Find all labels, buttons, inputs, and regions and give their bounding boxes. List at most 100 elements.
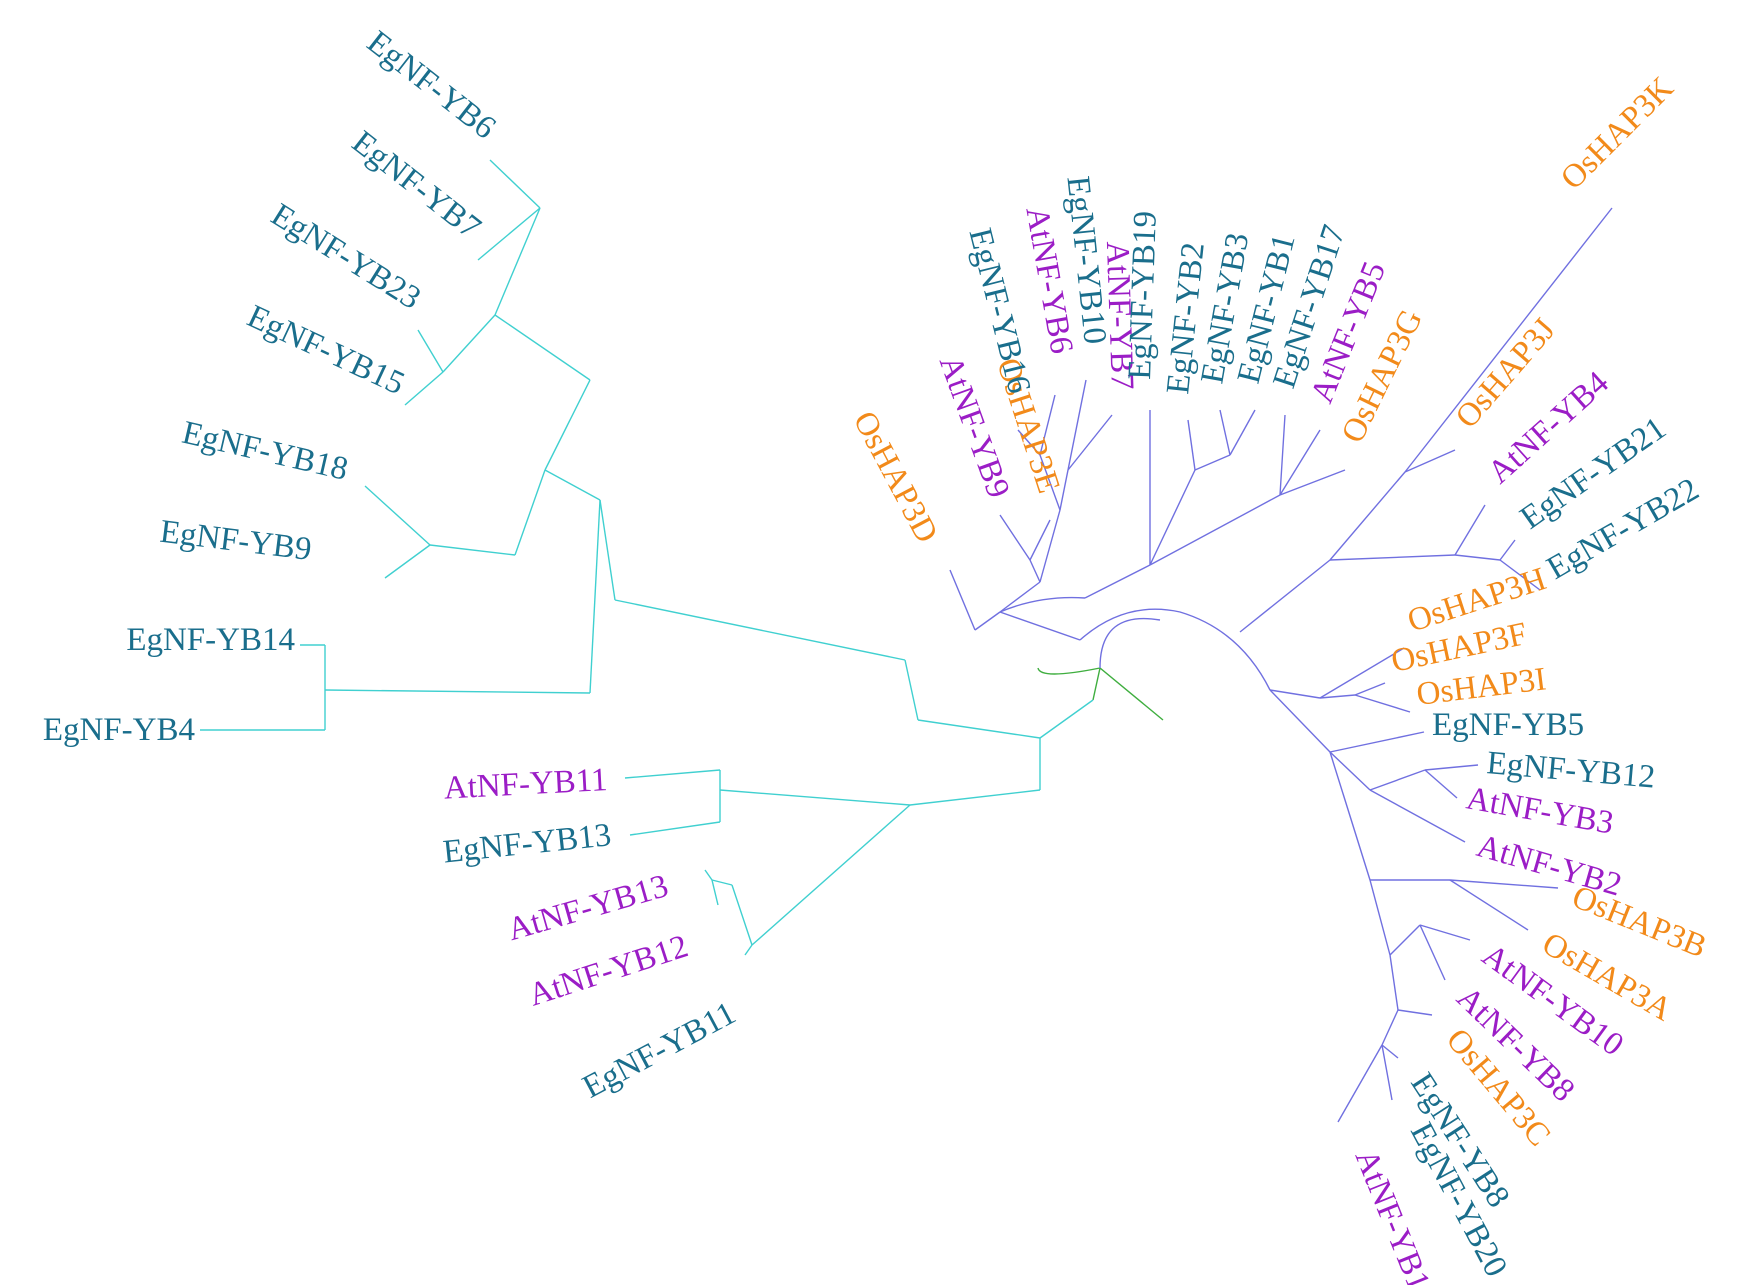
tip-atnfyb11 xyxy=(624,769,721,779)
leaf-label-egnfyb23: EgNF-YB23 xyxy=(265,197,427,317)
root-branch-2 xyxy=(1092,667,1101,701)
p-14 xyxy=(1329,554,1456,561)
cyan-5 xyxy=(614,599,906,661)
cyan-8 xyxy=(544,379,591,471)
cyan-10 xyxy=(494,207,541,316)
leaf-label-atnfyb11: AtNF-YB11 xyxy=(443,762,608,807)
p-16 xyxy=(1269,689,1321,699)
leaf-label-oshap3d: OsHAP3D xyxy=(846,406,945,549)
p-10 xyxy=(1194,454,1231,471)
p-6 xyxy=(1039,454,1061,511)
tip-egnfyb5 xyxy=(1329,731,1425,753)
tip-oshap3j xyxy=(1404,449,1456,473)
purple-stem xyxy=(1099,617,1161,669)
tip-oshap3e xyxy=(1029,519,1051,561)
purple-arc xyxy=(1079,608,1271,691)
tip-egnfyb10 xyxy=(1067,379,1087,471)
cyan-15 xyxy=(324,689,591,694)
p-7 xyxy=(1059,469,1069,511)
root-branch xyxy=(1037,667,1164,721)
p-13 xyxy=(1329,471,1406,561)
tip-atnfyb3 xyxy=(1424,769,1458,799)
tip-oshap3f xyxy=(1354,682,1386,696)
tip-atnfyb2 xyxy=(1369,789,1466,843)
leaf-label-egnfyb9: EgNF-YB9 xyxy=(158,514,313,568)
cyan-9 xyxy=(494,314,591,381)
tip-egnfyb16 xyxy=(1017,429,1041,456)
p-2 xyxy=(974,611,1001,631)
cyan-3 xyxy=(917,719,1041,739)
tip-egnfyb21 xyxy=(1499,539,1516,561)
leaf-label-oshap3k: OsHAP3K xyxy=(1554,70,1681,197)
leaf-label-egnfyb13: EgNF-YB13 xyxy=(441,817,613,870)
leaf-label-egnfyb14: EgNF-YB14 xyxy=(126,622,295,658)
p-24 xyxy=(1389,924,1421,956)
cyan-11 xyxy=(442,314,496,373)
p-18 xyxy=(1269,689,1331,753)
leaf-label-egnfyb7: EgNF-YB7 xyxy=(345,124,487,246)
p-20 xyxy=(1369,769,1426,791)
cyan-6 xyxy=(599,499,616,601)
p-3 xyxy=(999,581,1041,613)
tip-egnfyb7 xyxy=(477,207,541,261)
tip-egnfyb22 xyxy=(1499,559,1541,591)
leaf-label-egnfyb15: EgNF-YB15 xyxy=(242,298,410,402)
leaf-label-egnfyb11: EgNF-YB11 xyxy=(577,995,742,1105)
tip-egnfyb1 xyxy=(1229,409,1256,456)
leaf-label-atnfyb13: AtNF-YB13 xyxy=(504,868,673,948)
cyan-18 xyxy=(719,789,911,806)
tip-atnfyb12 xyxy=(711,879,719,906)
p-arc-2 xyxy=(999,596,1086,613)
cyan-13 xyxy=(429,544,516,556)
p-15 xyxy=(1454,554,1501,561)
tip-oshap3d xyxy=(949,569,976,631)
p-12 xyxy=(1239,559,1331,633)
p-5 xyxy=(1039,509,1061,583)
tip-oshap3k xyxy=(1404,207,1613,473)
cyan-14 xyxy=(589,499,601,694)
leaf-label-atnfyb7: AtNF-YB7 xyxy=(1099,241,1140,391)
tip-egnfyb12 xyxy=(1424,764,1479,771)
leaf-label-egnfyb4: EgNF-YB4 xyxy=(43,712,195,748)
tip-atnfyb8 xyxy=(1419,924,1446,981)
tip-egnfyb11 xyxy=(744,944,753,956)
p-4 xyxy=(1029,559,1041,583)
tip-egnfyb8 xyxy=(1381,1044,1399,1059)
tip-oshap3g xyxy=(1279,469,1346,496)
p-9 xyxy=(1149,469,1196,566)
p-17 xyxy=(1319,694,1356,699)
tip-egnfyb9 xyxy=(384,544,431,579)
p-11 xyxy=(1149,494,1281,566)
tip-oshap3i xyxy=(1354,694,1411,713)
p-8 xyxy=(1084,564,1151,599)
p-19 xyxy=(1329,751,1371,791)
cyan-7 xyxy=(544,469,601,501)
tip-oshap3a xyxy=(1449,879,1529,931)
tip-egnfyb17 xyxy=(1279,414,1286,496)
tip-atnfyb4 xyxy=(1454,504,1486,556)
cyan-2 xyxy=(909,789,1041,806)
tip-egnfyb18 xyxy=(364,485,431,546)
tip-atnfyb10 xyxy=(1419,924,1471,941)
tip-atnfyb5 xyxy=(1279,429,1321,496)
cyan-23 xyxy=(711,879,733,886)
leaf-label-egnfyb5: EgNF-YB5 xyxy=(1432,707,1584,743)
tip-egnfyb20 xyxy=(1381,1044,1393,1101)
p-25 xyxy=(1389,954,1399,1011)
tip-atnfyb13 xyxy=(704,869,713,881)
cyan-12 xyxy=(514,469,546,556)
p-21 xyxy=(1329,751,1371,881)
leaf-label-egnfyb6: EgNF-YB6 xyxy=(360,24,502,146)
tip-atnfyb6 xyxy=(1039,394,1056,456)
p-1 xyxy=(999,611,1081,641)
tip-egnfyb15 xyxy=(404,371,444,406)
p-26 xyxy=(1381,1009,1399,1046)
tip-atnfyb9 xyxy=(999,514,1031,561)
tip-egnfyb3 xyxy=(1219,409,1231,456)
leaf-label-atnfyb12: AtNF-YB12 xyxy=(524,928,692,1013)
tip-atnfyb7 xyxy=(1067,414,1113,471)
tip-egnfyb13 xyxy=(629,821,721,836)
p-23 xyxy=(1369,879,1391,956)
cyan-21 xyxy=(751,804,911,946)
